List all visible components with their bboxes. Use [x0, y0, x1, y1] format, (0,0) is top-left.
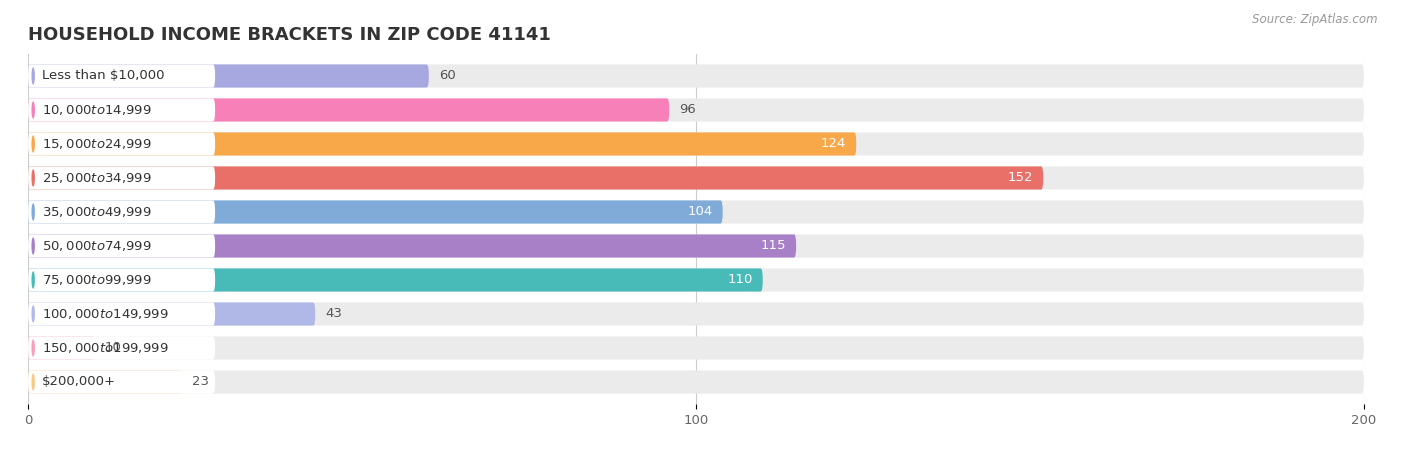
Circle shape	[31, 203, 35, 221]
FancyBboxPatch shape	[28, 98, 1364, 122]
Circle shape	[31, 101, 35, 119]
Text: 60: 60	[439, 70, 456, 83]
Text: 104: 104	[688, 206, 713, 219]
FancyBboxPatch shape	[28, 64, 1364, 88]
FancyBboxPatch shape	[28, 200, 215, 224]
Text: $150,000 to $199,999: $150,000 to $199,999	[42, 341, 169, 355]
Circle shape	[31, 373, 35, 391]
FancyBboxPatch shape	[28, 200, 723, 224]
FancyBboxPatch shape	[28, 200, 1364, 224]
Text: 10: 10	[105, 342, 122, 355]
Text: $75,000 to $99,999: $75,000 to $99,999	[42, 273, 152, 287]
Text: 96: 96	[679, 103, 696, 116]
Text: 110: 110	[727, 273, 752, 286]
Circle shape	[31, 305, 35, 323]
Circle shape	[31, 339, 35, 357]
FancyBboxPatch shape	[28, 167, 1043, 189]
Text: $100,000 to $149,999: $100,000 to $149,999	[42, 307, 169, 321]
FancyBboxPatch shape	[28, 167, 1364, 189]
Text: $25,000 to $34,999: $25,000 to $34,999	[42, 171, 152, 185]
FancyBboxPatch shape	[28, 64, 215, 88]
Text: $10,000 to $14,999: $10,000 to $14,999	[42, 103, 152, 117]
Text: 43: 43	[325, 308, 342, 321]
FancyBboxPatch shape	[28, 269, 215, 291]
FancyBboxPatch shape	[28, 132, 856, 155]
FancyBboxPatch shape	[28, 64, 429, 88]
FancyBboxPatch shape	[28, 234, 215, 258]
FancyBboxPatch shape	[28, 269, 1364, 291]
FancyBboxPatch shape	[28, 98, 669, 122]
FancyBboxPatch shape	[28, 370, 215, 394]
FancyBboxPatch shape	[28, 167, 215, 189]
FancyBboxPatch shape	[28, 370, 1364, 394]
FancyBboxPatch shape	[28, 269, 763, 291]
FancyBboxPatch shape	[28, 234, 1364, 258]
Circle shape	[31, 67, 35, 85]
FancyBboxPatch shape	[28, 132, 1364, 155]
Text: $50,000 to $74,999: $50,000 to $74,999	[42, 239, 152, 253]
FancyBboxPatch shape	[28, 132, 215, 155]
FancyBboxPatch shape	[28, 336, 1364, 360]
Text: $35,000 to $49,999: $35,000 to $49,999	[42, 205, 152, 219]
Text: HOUSEHOLD INCOME BRACKETS IN ZIP CODE 41141: HOUSEHOLD INCOME BRACKETS IN ZIP CODE 41…	[28, 26, 551, 44]
FancyBboxPatch shape	[28, 370, 181, 394]
Text: Source: ZipAtlas.com: Source: ZipAtlas.com	[1253, 13, 1378, 26]
Circle shape	[31, 237, 35, 255]
Circle shape	[31, 135, 35, 153]
Text: Less than $10,000: Less than $10,000	[42, 70, 165, 83]
Text: 152: 152	[1008, 172, 1033, 185]
FancyBboxPatch shape	[28, 303, 315, 326]
FancyBboxPatch shape	[28, 303, 215, 326]
Text: $15,000 to $24,999: $15,000 to $24,999	[42, 137, 152, 151]
Text: 124: 124	[821, 137, 846, 150]
FancyBboxPatch shape	[28, 98, 215, 122]
Text: $200,000+: $200,000+	[42, 375, 115, 388]
Circle shape	[31, 271, 35, 289]
FancyBboxPatch shape	[28, 303, 1364, 326]
Circle shape	[31, 169, 35, 187]
FancyBboxPatch shape	[28, 336, 215, 360]
Text: 115: 115	[761, 239, 786, 252]
FancyBboxPatch shape	[28, 336, 96, 360]
FancyBboxPatch shape	[28, 234, 796, 258]
Text: 23: 23	[191, 375, 208, 388]
